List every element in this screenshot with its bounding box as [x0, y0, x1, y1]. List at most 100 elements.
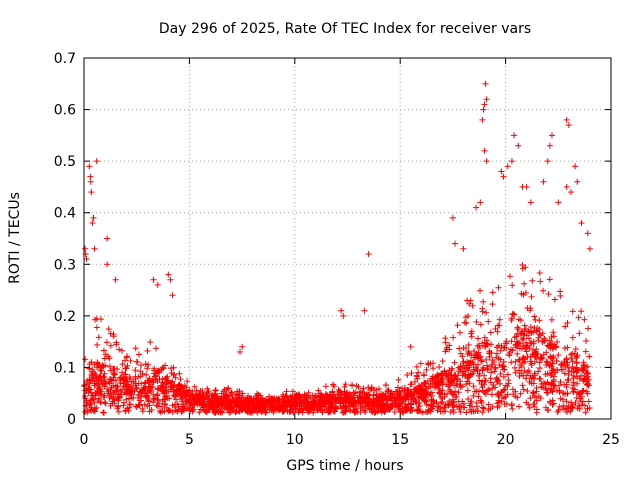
- data-point: [144, 365, 151, 372]
- data-point: [88, 404, 95, 411]
- data-point: [500, 173, 507, 180]
- data-point: [205, 396, 212, 403]
- data-point: [576, 405, 583, 412]
- data-point: [205, 388, 212, 395]
- data-point: [514, 330, 521, 337]
- data-point: [578, 308, 585, 315]
- data-point: [182, 398, 189, 405]
- data-point: [560, 390, 567, 397]
- data-point: [428, 375, 435, 382]
- data-point: [502, 340, 509, 347]
- data-point: [502, 382, 509, 389]
- data-point: [553, 358, 560, 365]
- data-point: [433, 381, 440, 388]
- data-point: [217, 395, 224, 402]
- data-point: [325, 408, 332, 415]
- data-point: [548, 334, 555, 341]
- data-point: [429, 360, 436, 367]
- data-point: [87, 173, 94, 180]
- data-point: [132, 380, 139, 387]
- data-point: [563, 409, 570, 416]
- data-point: [118, 347, 125, 354]
- data-point: [321, 406, 328, 413]
- data-point: [442, 339, 449, 346]
- data-point: [480, 405, 487, 412]
- data-point: [143, 371, 150, 378]
- data-point: [534, 324, 541, 331]
- data-point: [517, 340, 524, 347]
- data-point: [86, 361, 93, 368]
- data-point: [483, 309, 490, 316]
- data-point: [191, 383, 198, 390]
- data-point: [446, 402, 453, 409]
- data-point: [584, 405, 591, 412]
- data-point: [527, 395, 534, 402]
- data-point: [413, 363, 420, 370]
- data-point: [526, 328, 533, 335]
- data-point: [236, 390, 243, 397]
- chart-title: Day 296 of 2025, Rate Of TEC Index for r…: [159, 21, 531, 37]
- data-point: [498, 342, 505, 349]
- data-point: [110, 333, 117, 340]
- data-point: [492, 364, 499, 371]
- data-point: [527, 354, 534, 361]
- data-point: [228, 389, 235, 396]
- data-point: [86, 376, 93, 383]
- data-point: [462, 314, 469, 321]
- data-point: [533, 409, 540, 416]
- data-point: [505, 377, 512, 384]
- data-point: [188, 391, 195, 398]
- data-point: [88, 189, 95, 196]
- data-point: [524, 343, 531, 350]
- data-point: [146, 383, 153, 390]
- data-point: [552, 383, 559, 390]
- data-point: [482, 80, 489, 87]
- data-point: [104, 235, 111, 242]
- data-point: [395, 376, 402, 383]
- data-point: [138, 393, 145, 400]
- data-point: [89, 392, 96, 399]
- data-point: [546, 276, 553, 283]
- data-point: [551, 296, 558, 303]
- data-point: [132, 403, 139, 410]
- data-point: [123, 396, 130, 403]
- data-point: [422, 379, 429, 386]
- data-point: [246, 406, 253, 413]
- data-point: [584, 230, 591, 237]
- data-point: [112, 276, 119, 283]
- data-point: [126, 374, 133, 381]
- data-point: [477, 321, 484, 328]
- data-point: [155, 396, 162, 403]
- data-point: [82, 356, 89, 363]
- data-point: [439, 381, 446, 388]
- data-point: [340, 403, 347, 410]
- data-point: [547, 354, 554, 361]
- data-point: [529, 277, 536, 284]
- data-point: [100, 394, 107, 401]
- data-point: [497, 370, 504, 377]
- data-point: [229, 393, 236, 400]
- data-point: [456, 345, 463, 352]
- data-point: [396, 393, 403, 400]
- data-point: [489, 403, 496, 410]
- data-point: [97, 364, 104, 371]
- data-point: [96, 385, 103, 392]
- data-point: [232, 391, 239, 398]
- data-point: [179, 406, 186, 413]
- data-point: [540, 287, 547, 294]
- x-tick-label: 5: [185, 432, 194, 448]
- data-point: [104, 390, 111, 397]
- data-point: [193, 387, 200, 394]
- data-point: [198, 399, 205, 406]
- data-point: [515, 142, 522, 149]
- data-point: [540, 351, 547, 358]
- data-point: [192, 396, 199, 403]
- data-point: [498, 389, 505, 396]
- data-point: [486, 353, 493, 360]
- data-point: [477, 353, 484, 360]
- data-point: [523, 344, 530, 351]
- data-point: [419, 409, 426, 416]
- data-point: [295, 409, 302, 416]
- data-point: [520, 354, 527, 361]
- data-point: [101, 392, 108, 399]
